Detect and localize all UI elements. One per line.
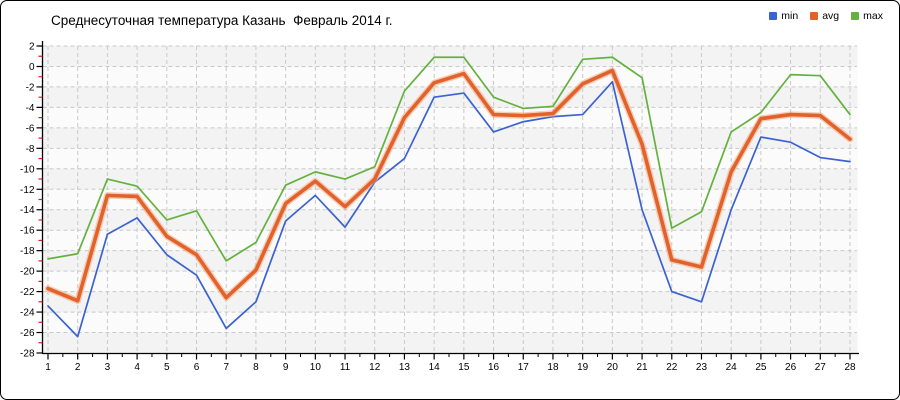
y-tick-label: -2 [26,82,35,93]
x-tick-label: 16 [488,362,500,373]
plot-band [42,250,858,272]
x-tick-label: 21 [637,362,649,373]
x-tick-label: 18 [547,362,559,373]
x-tick-label: 19 [577,362,589,373]
series-line-max [47,56,851,262]
legend-label-max: max [863,10,883,22]
x-tick-label: 8 [253,362,259,373]
y-tick-label: 2 [29,42,35,53]
legend-label-avg: avg [822,10,840,22]
plot-band [42,168,858,190]
plot-band [42,230,858,251]
plot-band [42,148,858,169]
y-tick-label: -18 [20,246,35,257]
y-tick-label: -20 [20,267,35,278]
chart-title: Среднесуточная температура Казань Феврал… [51,13,393,28]
legend: min avg max [769,10,883,22]
y-tick-label: -4 [26,103,35,114]
y-tick-label: -10 [20,164,35,175]
y-tick-label: 0 [29,62,35,73]
legend-swatch-avg [810,12,819,20]
x-tick-label: 12 [369,362,381,373]
gridlines [42,45,857,353]
y-axis-ticks: 2 0 -2 -4 -6 -8 -10 -12 -14 -16 -18 -20 -22 -24 -26 -28 [20,42,43,360]
legend-item-min[interactable]: min [769,10,798,22]
plot-band [42,46,858,67]
x-tick-label: 2 [75,362,81,373]
series-line-avg [46,68,852,303]
x-tick-label: 15 [458,362,470,373]
y-tick-label: -24 [20,308,35,319]
legend-label-min: min [781,10,799,22]
series-line-min [47,80,851,338]
y-tick-label: -8 [26,144,35,155]
plot-band [42,271,858,292]
plot-band [42,107,858,128]
legend-swatch-min [769,12,778,20]
x-tick-label: 10 [310,362,322,373]
x-tick-label: 17 [518,362,530,373]
plot-band [42,86,858,108]
plot-band [42,291,858,313]
y-tick-label: -22 [20,287,35,298]
x-tick-label: 11 [340,362,351,373]
x-tick-label: 28 [844,362,856,373]
x-axis-ticks: 1 2 3 4 5 6 7 8 9 10 11 12 13 14 15 16 17 18 19 20 21 22 23 24 2… [45,353,856,373]
y-tick-label: -12 [20,185,35,196]
x-tick-label: 24 [726,362,738,373]
plot-band [42,127,858,149]
y-tick-label: -6 [26,123,35,134]
legend-swatch-max [851,12,860,20]
y-tick-label: -26 [20,328,35,339]
plot-band [42,332,858,353]
y-tick-label: -28 [20,349,35,360]
x-tick-label: 3 [105,362,111,373]
x-tick-label: 23 [696,362,708,373]
plot-band [42,209,858,231]
x-tick-label: 7 [223,362,229,373]
x-tick-label: 9 [283,362,289,373]
x-tick-label: 22 [666,362,678,373]
x-tick-label: 6 [194,362,200,373]
x-tick-label: 27 [815,362,827,373]
x-tick-label: 20 [607,362,619,373]
x-tick-label: 26 [785,362,797,373]
x-tick-label: 25 [755,362,767,373]
x-tick-label: 14 [429,362,441,373]
x-tick-label: 13 [399,362,411,373]
legend-item-max[interactable]: max [851,10,883,22]
x-tick-label: 4 [134,362,140,373]
plot-band [42,312,858,333]
x-tick-label: 1 [45,362,51,373]
x-tick-label: 5 [164,362,170,373]
legend-item-avg[interactable]: avg [810,10,839,22]
y-tick-label: -14 [20,205,35,216]
y-tick-label: -16 [20,226,35,237]
